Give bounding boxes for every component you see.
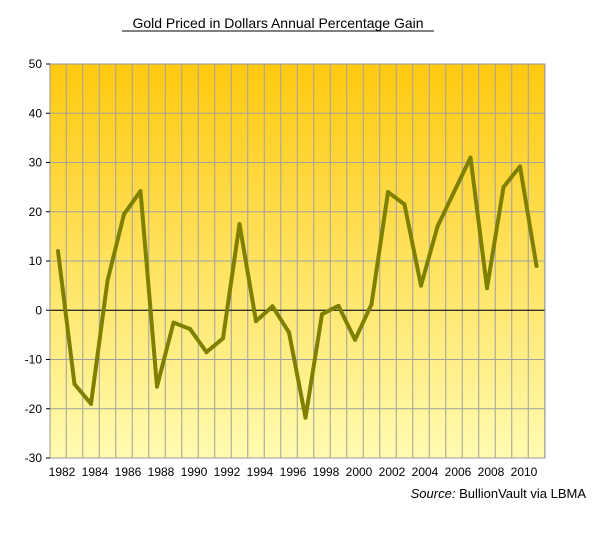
x-tick-label: 2008 [478, 465, 505, 479]
x-tick-label: 2010 [511, 465, 538, 479]
y-tick-label: 40 [29, 106, 43, 120]
source-credit: Source: BullionVault via LBMA [411, 486, 587, 501]
data-point [188, 326, 192, 331]
data-point [155, 384, 159, 389]
x-tick-label: 1996 [280, 465, 307, 479]
data-point [72, 382, 77, 387]
data-point [353, 337, 357, 342]
x-tick-label: 2000 [346, 465, 373, 479]
data-point [122, 212, 126, 217]
x-tick-label: 2006 [445, 465, 472, 479]
x-tick-label: 1994 [247, 465, 274, 479]
x-tick-label: 2004 [412, 465, 439, 479]
x-tick-label: 2002 [379, 465, 406, 479]
data-point [287, 330, 291, 335]
data-points [56, 155, 539, 420]
data-point [336, 303, 341, 308]
data-point [303, 415, 308, 420]
data-point [204, 350, 209, 355]
data-point [534, 263, 539, 268]
data-point [468, 155, 473, 160]
y-tick-label: -20 [25, 402, 43, 416]
data-point [270, 304, 275, 309]
y-tick-label: 50 [29, 57, 43, 71]
data-point [89, 401, 93, 406]
y-tick-label: 10 [29, 254, 43, 268]
data-point [369, 302, 374, 307]
data-point [501, 185, 506, 190]
data-point [171, 320, 176, 325]
source-prefix: Source: [411, 486, 456, 501]
x-tick-label: 1986 [115, 465, 142, 479]
y-axis-ticks: 50 40 30 20 10 0 -10 -20 -30 [25, 57, 50, 465]
data-point [419, 283, 423, 288]
y-tick-label: -30 [25, 451, 43, 465]
x-tick-label: 1982 [49, 465, 76, 479]
chart-title: Gold Priced in Dollars Annual Percentage… [132, 15, 423, 31]
data-point [105, 278, 110, 283]
x-tick-label: 1990 [181, 465, 208, 479]
source-text: BullionVault via LBMA [459, 486, 586, 501]
data-point [485, 286, 489, 291]
data-point [320, 312, 324, 317]
data-point [221, 336, 225, 341]
data-point [435, 224, 440, 229]
data-point [254, 319, 258, 324]
y-tick-label: -10 [25, 353, 43, 367]
data-point [402, 202, 407, 207]
data-point [237, 222, 242, 227]
data-point [138, 189, 143, 194]
data-point [452, 190, 456, 195]
data-point [386, 190, 390, 195]
y-tick-label: 20 [29, 205, 43, 219]
x-tick-label: 1988 [148, 465, 175, 479]
y-tick-label: 0 [35, 303, 42, 317]
x-tick-label: 1992 [214, 465, 241, 479]
data-point [518, 164, 522, 169]
x-tick-label: 1998 [313, 465, 340, 479]
gold-gain-line [56, 155, 539, 420]
x-tick-label: 1984 [82, 465, 109, 479]
x-axis-ticks: 1982 1984 1986 1988 1990 1992 1994 1996 1998 2000… [49, 465, 538, 479]
y-tick-label: 30 [29, 156, 43, 170]
data-point [56, 249, 60, 254]
